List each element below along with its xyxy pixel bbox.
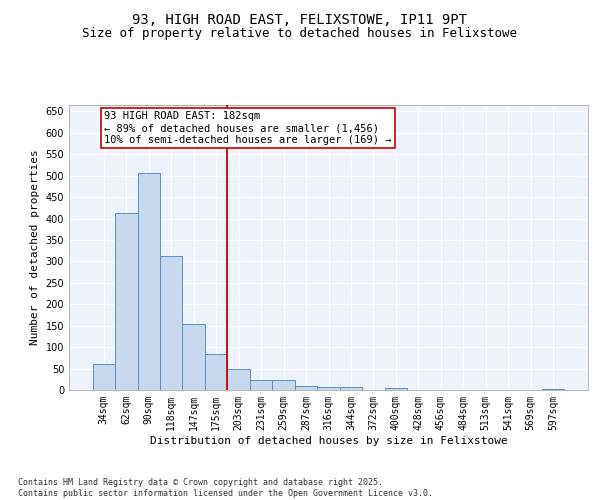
Bar [137, 172, 160, 390]
Bar [317, 387, 340, 390]
Text: 93 HIGH ROAD EAST: 182sqm
← 89% of detached houses are smaller (1,456)
10% of se: 93 HIGH ROAD EAST: 182sqm ← 89% of detac… [104, 112, 392, 144]
Bar [92, 364, 115, 390]
Bar [385, 388, 407, 390]
Text: Size of property relative to detached houses in Felixstowe: Size of property relative to detached ho… [83, 28, 517, 40]
Bar [227, 370, 250, 390]
Bar [160, 256, 182, 390]
Bar [542, 389, 565, 390]
Text: 93, HIGH ROAD EAST, FELIXSTOWE, IP11 9PT: 93, HIGH ROAD EAST, FELIXSTOWE, IP11 9PT [133, 12, 467, 26]
X-axis label: Distribution of detached houses by size in Felixstowe: Distribution of detached houses by size … [149, 436, 508, 446]
Y-axis label: Number of detached properties: Number of detached properties [30, 150, 40, 346]
Bar [340, 387, 362, 390]
Bar [115, 213, 137, 390]
Bar [205, 354, 227, 390]
Bar [272, 380, 295, 390]
Bar [182, 324, 205, 390]
Bar [250, 380, 272, 390]
Bar [295, 386, 317, 390]
Text: Contains HM Land Registry data © Crown copyright and database right 2025.
Contai: Contains HM Land Registry data © Crown c… [18, 478, 433, 498]
